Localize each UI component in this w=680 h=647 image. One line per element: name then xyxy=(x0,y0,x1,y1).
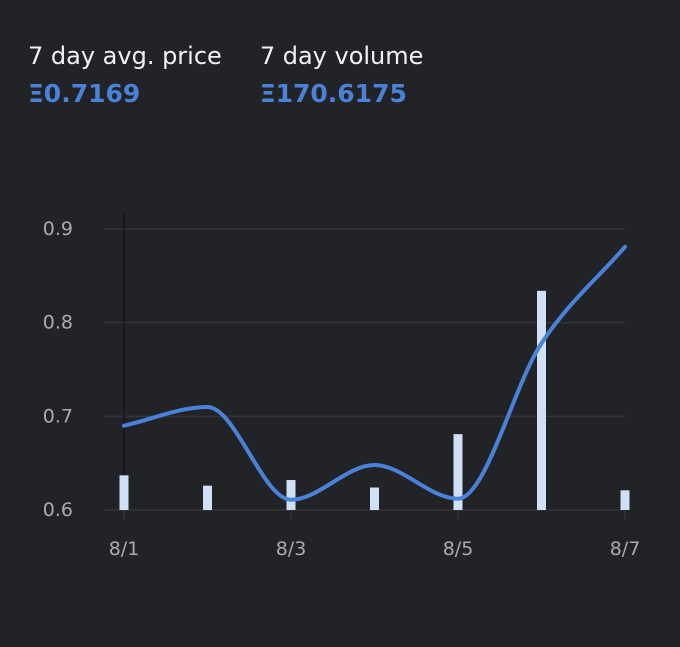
stats-header: 7 day avg. price Ξ0.7169 7 day volume Ξ1… xyxy=(28,40,423,114)
y-axis-ticks: 0.6 0.7 0.8 0.9 xyxy=(43,218,73,521)
chart-grid xyxy=(104,212,626,520)
x-tick-label: 8/7 xyxy=(610,538,641,560)
avg-price-label: 7 day avg. price xyxy=(28,42,222,70)
volume-bar-8/6 xyxy=(537,290,546,510)
x-tick-label: 8/1 xyxy=(109,538,140,560)
price-line-path xyxy=(122,244,627,502)
volume-bar-8/7 xyxy=(620,490,630,510)
x-tick-label: 8/5 xyxy=(443,538,474,560)
x-axis-ticks: 8/1 8/3 8/5 8/7 xyxy=(109,538,641,560)
avg-price-stat: 7 day avg. price Ξ0.7169 xyxy=(28,40,222,114)
volume-bar-8/1 xyxy=(119,475,129,510)
volume-bar-8/5 xyxy=(453,434,463,510)
x-tick-label: 8/3 xyxy=(276,538,307,560)
volume-bars xyxy=(119,290,630,510)
volume-value: Ξ170.6175 xyxy=(259,79,407,108)
price-line xyxy=(122,244,627,502)
avg-price-value: Ξ0.7169 xyxy=(28,79,141,108)
volume-label: 7 day volume xyxy=(259,42,424,70)
y-tick-label: 0.6 xyxy=(43,499,73,521)
y-tick-label: 0.7 xyxy=(43,405,73,427)
volume-bar-8/3 xyxy=(286,480,296,510)
y-tick-label: 0.8 xyxy=(43,312,73,334)
volume-stat: 7 day volume Ξ170.6175 xyxy=(260,40,424,114)
volume-bar-8/4 xyxy=(370,487,379,510)
y-tick-label: 0.9 xyxy=(43,218,73,240)
volume-bar-8/2 xyxy=(203,485,212,510)
